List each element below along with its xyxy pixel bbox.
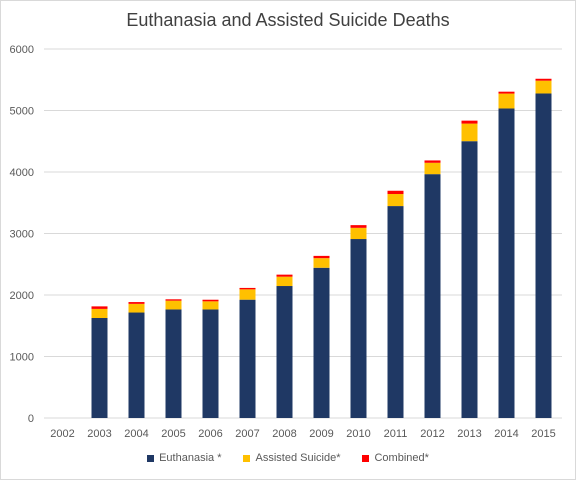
bar-segment	[239, 287, 256, 290]
x-tick-label: 2009	[309, 428, 333, 440]
bar-segment	[202, 301, 219, 310]
bar-segment	[498, 93, 515, 109]
bar-segment	[165, 309, 182, 418]
x-tick-label: 2012	[420, 428, 444, 440]
y-tick-label: 5000	[10, 106, 34, 118]
x-tick-label: 2002	[50, 428, 74, 440]
bar-segment	[350, 239, 367, 418]
x-tick-label: 2006	[198, 428, 222, 440]
x-tick-label: 2013	[457, 428, 481, 440]
x-tick-label: 2015	[531, 428, 555, 440]
bar-segment	[424, 162, 441, 175]
legend-swatch	[243, 454, 251, 462]
bar-segment	[202, 309, 219, 418]
bar-segment	[91, 306, 108, 309]
legend-item: Combined*	[362, 452, 429, 464]
bar-segment	[91, 318, 108, 418]
bar-segment	[387, 206, 404, 418]
bar-segment	[350, 225, 367, 228]
legend-label: Combined*	[374, 452, 429, 464]
bar-segment	[535, 80, 552, 94]
bars	[91, 78, 552, 419]
legend: Euthanasia * Assisted Suicide* Combined*	[0, 452, 576, 464]
bar-segment	[350, 227, 367, 240]
y-axis-ticks: 0 1000 2000 3000 4000 5000 6000	[10, 44, 34, 425]
bar-segment	[498, 91, 515, 94]
y-tick-label: 3000	[10, 229, 34, 241]
legend-label: Assisted Suicide*	[255, 452, 341, 464]
bar-segment	[239, 299, 256, 418]
x-tick-label: 2003	[87, 428, 111, 440]
y-tick-label: 0	[28, 413, 34, 425]
bar-segment	[461, 141, 478, 418]
x-tick-label: 2014	[494, 428, 518, 440]
bar-segment	[498, 108, 515, 419]
bar-segment	[313, 267, 330, 418]
bar-segment	[165, 299, 182, 301]
y-tick-label: 2000	[10, 290, 34, 302]
legend-label: Euthanasia *	[159, 452, 222, 464]
bar-segment	[276, 276, 293, 287]
bar-segment	[276, 274, 293, 277]
bar-segment	[313, 258, 330, 268]
bar-segment	[461, 120, 478, 124]
legend-swatch	[362, 454, 370, 462]
bar-segment	[128, 302, 145, 304]
x-tick-label: 2010	[346, 428, 370, 440]
y-tick-label: 4000	[10, 167, 34, 179]
bar-segment	[276, 286, 293, 418]
bar-segment	[424, 174, 441, 418]
x-tick-label: 2011	[384, 428, 408, 440]
gridlines	[44, 48, 562, 419]
legend-item: Assisted Suicide*	[243, 452, 340, 464]
bar-segment	[387, 190, 404, 195]
bar-segment	[202, 299, 219, 302]
bar-segment	[128, 312, 145, 418]
bar-segment	[387, 194, 404, 207]
bar-segment	[535, 93, 552, 418]
x-axis-ticks: 2002 2003 2004 2005 2006 2007 2008 2009 2010 2011…	[50, 428, 555, 440]
x-tick-label: 2005	[161, 428, 185, 440]
legend-swatch	[147, 454, 155, 462]
legend-item: Euthanasia *	[147, 452, 221, 464]
bar-segment	[165, 300, 182, 310]
bar-segment	[535, 78, 552, 81]
x-tick-label: 2004	[124, 428, 148, 440]
bar-segment	[313, 255, 330, 259]
bar-segment	[91, 308, 108, 319]
bar-segment	[239, 289, 256, 300]
x-tick-label: 2007	[235, 428, 259, 440]
x-tick-label: 2008	[272, 428, 296, 440]
bar-segment	[461, 123, 478, 142]
bar-segment	[424, 160, 441, 163]
bar-segment	[128, 303, 145, 313]
y-tick-label: 1000	[10, 352, 34, 364]
chart-title: Euthanasia and Assisted Suicide Deaths	[126, 10, 450, 30]
y-tick-label: 6000	[10, 44, 34, 56]
